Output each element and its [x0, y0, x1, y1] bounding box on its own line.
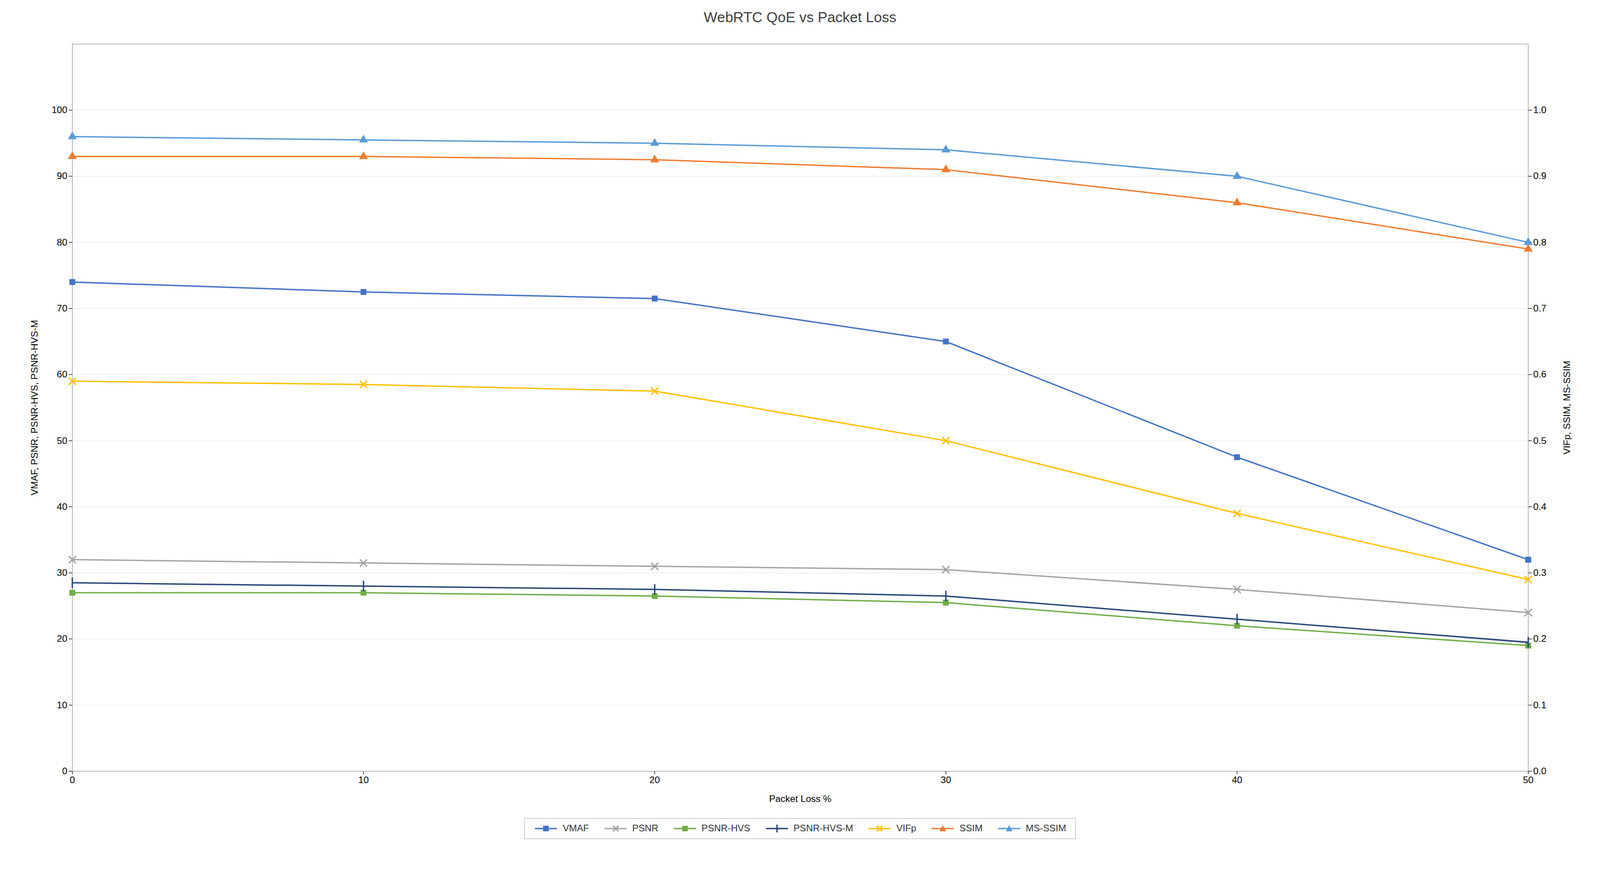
svg-text:80: 80 — [57, 237, 68, 248]
svg-text:90: 90 — [57, 170, 68, 182]
svg-text:10: 10 — [57, 699, 68, 711]
svg-text:VIFp, SSIM, MS-SSIM: VIFp, SSIM, MS-SSIM — [1561, 360, 1573, 455]
html-text:PSNR: PSNR — [632, 822, 659, 834]
svg-text:0: 0 — [69, 774, 75, 786]
svg-text:0.0: 0.0 — [1533, 765, 1547, 777]
svg-text:0.5: 0.5 — [1533, 435, 1547, 447]
svg-text:0.6: 0.6 — [1533, 369, 1547, 380]
html-text:MS-SSIM: MS-SSIM — [1025, 822, 1067, 834]
html-text:PSNR-HVS: PSNR-HVS — [701, 822, 751, 834]
svg-text:Packet Loss %: Packet Loss % — [769, 793, 832, 805]
svg-text:VMAF, PSNR, PSNR-HVS, PSNR-HVS: VMAF, PSNR, PSNR-HVS, PSNR-HVS-M — [29, 319, 40, 495]
svg-text:40: 40 — [57, 501, 68, 513]
svg-text:0.2: 0.2 — [1533, 633, 1547, 644]
svg-text:100: 100 — [51, 104, 68, 116]
svg-text:50: 50 — [57, 435, 68, 447]
svg-text:0.9: 0.9 — [1533, 170, 1547, 182]
svg-text:30: 30 — [940, 774, 952, 786]
svg-text:70: 70 — [57, 303, 68, 314]
html-text:SSIM: SSIM — [959, 822, 983, 834]
html-text:WebRTC QoE vs Packet Loss: WebRTC QoE vs Packet Loss — [703, 8, 897, 26]
svg-text:60: 60 — [57, 369, 68, 380]
html-text:VIFp: VIFp — [896, 822, 917, 834]
svg-text:20: 20 — [57, 633, 68, 644]
svg-text:1.0: 1.0 — [1533, 104, 1547, 116]
svg-text:50: 50 — [1522, 774, 1534, 786]
svg-text:0: 0 — [62, 765, 68, 777]
svg-text:0.7: 0.7 — [1533, 303, 1547, 314]
svg-text:30: 30 — [57, 567, 68, 579]
svg-text:40: 40 — [1232, 774, 1243, 786]
svg-text:0.4: 0.4 — [1533, 501, 1547, 513]
svg-text:0.1: 0.1 — [1533, 699, 1547, 711]
svg-text:0.8: 0.8 — [1533, 237, 1547, 248]
svg-text:20: 20 — [649, 774, 661, 786]
svg-text:0.3: 0.3 — [1533, 567, 1547, 579]
svg-text:10: 10 — [358, 774, 369, 786]
html-text:PSNR-HVS-M: PSNR-HVS-M — [793, 822, 854, 834]
html-text:VMAF: VMAF — [562, 822, 589, 834]
